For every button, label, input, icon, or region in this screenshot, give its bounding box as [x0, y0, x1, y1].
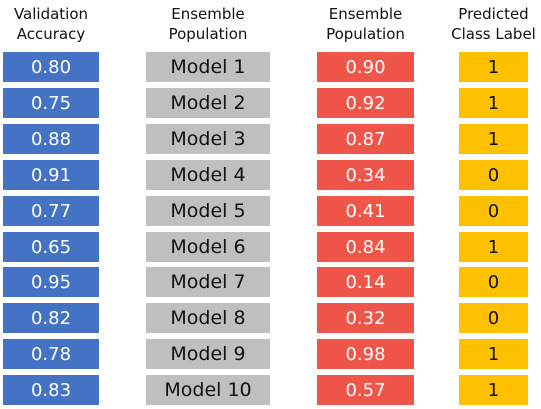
accuracy-cell: 0.77: [3, 196, 99, 226]
population-cell: 0.87: [317, 124, 414, 154]
model-cell: Model 8: [146, 303, 270, 333]
model-cell: Model 1: [146, 52, 270, 82]
population-cell: 0.90: [317, 52, 414, 82]
header-line: Validation: [13, 5, 89, 23]
header-line: Population: [326, 25, 405, 43]
model-cell: Model 10: [146, 375, 270, 405]
population-cell: 0.14: [317, 267, 414, 297]
header-line: Accuracy: [16, 25, 86, 43]
accuracy-cell: 0.88: [3, 124, 99, 154]
model-cell: Model 4: [146, 160, 270, 190]
label-cell: 1: [459, 124, 528, 154]
label-cell: 1: [459, 339, 528, 369]
accuracy-cell: 0.83: [3, 375, 99, 405]
label-cell: 1: [459, 52, 528, 82]
header-ensemble-population: Ensemble Population: [310, 4, 421, 46]
label-cell: 1: [459, 375, 528, 405]
accuracy-cell: 0.80: [3, 52, 99, 82]
label-cell: 1: [459, 232, 528, 262]
label-cell: 0: [459, 267, 528, 297]
model-cell: Model 2: [146, 88, 270, 118]
model-cell: Model 7: [146, 267, 270, 297]
accuracy-cell: 0.95: [3, 267, 99, 297]
population-cell: 0.92: [317, 88, 414, 118]
model-cell: Model 9: [146, 339, 270, 369]
label-cell: 1: [459, 88, 528, 118]
header-validation-accuracy: Validation Accuracy: [0, 4, 106, 46]
label-cell: 0: [459, 303, 528, 333]
header-line: Predicted: [458, 5, 529, 23]
label-cell: 0: [459, 196, 528, 226]
model-cell: Model 5: [146, 196, 270, 226]
model-cell: Model 3: [146, 124, 270, 154]
population-cell: 0.57: [317, 375, 414, 405]
header-line: Ensemble: [328, 5, 403, 23]
model-cell: Model 6: [146, 232, 270, 262]
accuracy-cell: 0.91: [3, 160, 99, 190]
header-ensemble-models: Ensemble Population: [148, 4, 268, 46]
population-cell: 0.32: [317, 303, 414, 333]
accuracy-cell: 0.82: [3, 303, 99, 333]
population-cell: 0.98: [317, 339, 414, 369]
header-predicted-class-label: Predicted Class Label: [444, 4, 541, 46]
header-line: Class Label: [451, 25, 536, 43]
accuracy-cell: 0.78: [3, 339, 99, 369]
population-cell: 0.34: [317, 160, 414, 190]
population-cell: 0.84: [317, 232, 414, 262]
header-line: Ensemble: [171, 5, 245, 23]
accuracy-cell: 0.75: [3, 88, 99, 118]
label-cell: 0: [459, 160, 528, 190]
header-line: Population: [168, 25, 248, 43]
population-cell: 0.41: [317, 196, 414, 226]
accuracy-cell: 0.65: [3, 232, 99, 262]
